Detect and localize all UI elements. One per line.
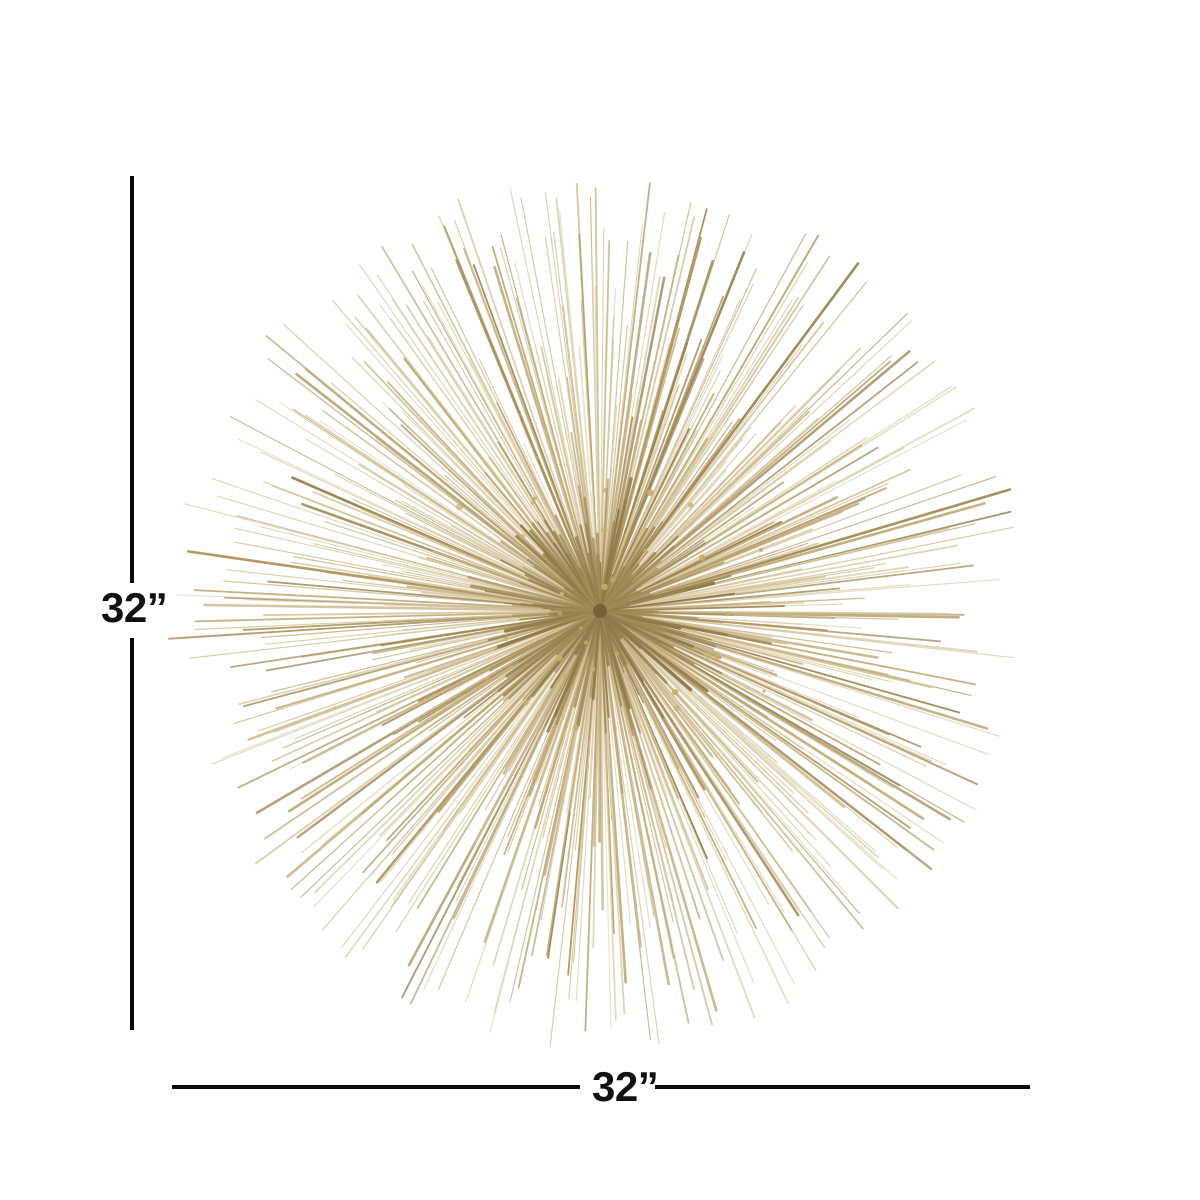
- width-dimension-line-left: [172, 1085, 580, 1089]
- height-dimension-label: 32”: [101, 584, 168, 631]
- width-dimension-line-right: [655, 1085, 1030, 1089]
- height-dimension-line-lower: [130, 638, 134, 1030]
- height-dimension-line-upper: [130, 176, 134, 583]
- width-dimension-label: 32”: [592, 1063, 659, 1110]
